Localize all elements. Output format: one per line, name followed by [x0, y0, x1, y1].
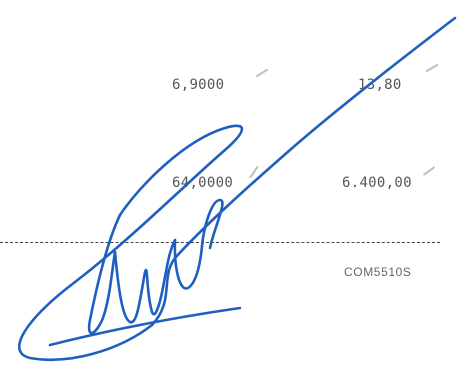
- row-2-quantity: 64,0000: [172, 175, 234, 191]
- document-code: COM5510S: [344, 265, 412, 279]
- row-2-total: 6.400,00: [342, 175, 412, 191]
- row-1-total: 13,80: [358, 77, 402, 93]
- row-1-quantity: 6,9000: [172, 77, 225, 93]
- dashed-separator: [0, 242, 440, 243]
